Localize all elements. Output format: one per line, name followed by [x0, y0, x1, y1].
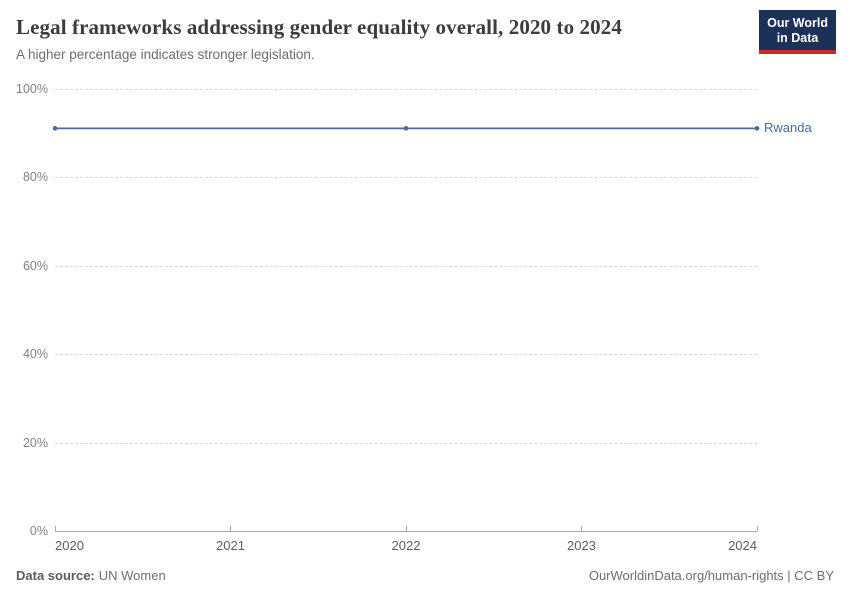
y-tick-label-60: 60% — [22, 258, 48, 273]
x-tick-label-2024: 2024 — [728, 538, 757, 553]
x-tick-2020 — [54, 526, 56, 531]
gridline-100 — [55, 89, 757, 90]
x-tick-label-2021: 2021 — [216, 538, 245, 553]
owid-logo-line1: Our World — [767, 16, 828, 30]
gridline-40 — [55, 354, 757, 356]
owid-logo-line2: in Data — [776, 31, 819, 45]
y-tick-label-40: 40% — [22, 347, 48, 362]
x-tick-2021 — [230, 526, 231, 531]
gridline-80 — [55, 177, 757, 179]
x-tick-2023 — [581, 526, 582, 531]
y-tick-label-20: 20% — [22, 435, 48, 450]
y-tick-label-0: 0% — [29, 524, 48, 538]
x-axis-line — [55, 531, 757, 532]
x-tick-label-2022: 2022 — [391, 538, 421, 553]
y-tick-label-100: 100% — [16, 82, 48, 96]
gridline-60 — [55, 265, 757, 267]
x-tick-2024 — [756, 526, 758, 531]
data-point-rwanda-2022 — [403, 126, 409, 131]
data-point-rwanda-2020 — [52, 126, 58, 131]
attribution: OurWorldinData.org/human-rights | CC BY — [588, 568, 834, 583]
data-source-label: Data source: — [16, 568, 95, 583]
data-source: Data source: UN Women — [16, 568, 166, 584]
x-tick-label-2020: 2020 — [55, 538, 84, 553]
chart-footer: Data source: UN Women OurWorldinData.org/… — [16, 568, 834, 584]
chart-title: Legal frameworks addressing gender equal… — [16, 15, 622, 39]
plot-area — [52, 89, 760, 532]
x-tick-2022 — [405, 526, 407, 531]
owid-logo: Our World in Data — [759, 10, 836, 54]
data-source-value: UN Women — [98, 568, 166, 583]
y-tick-label-80: 80% — [22, 170, 48, 185]
gridline-20 — [55, 442, 757, 444]
chart-subtitle: A higher percentage indicates stronger l… — [16, 47, 315, 62]
chart-header: Legal frameworks addressing gender equal… — [16, 14, 750, 63]
data-point-rwanda-2024 — [754, 126, 760, 131]
series-layer — [52, 126, 760, 131]
series-label-rwanda: Rwanda — [764, 120, 812, 136]
x-tick-label-2023: 2023 — [567, 538, 596, 553]
